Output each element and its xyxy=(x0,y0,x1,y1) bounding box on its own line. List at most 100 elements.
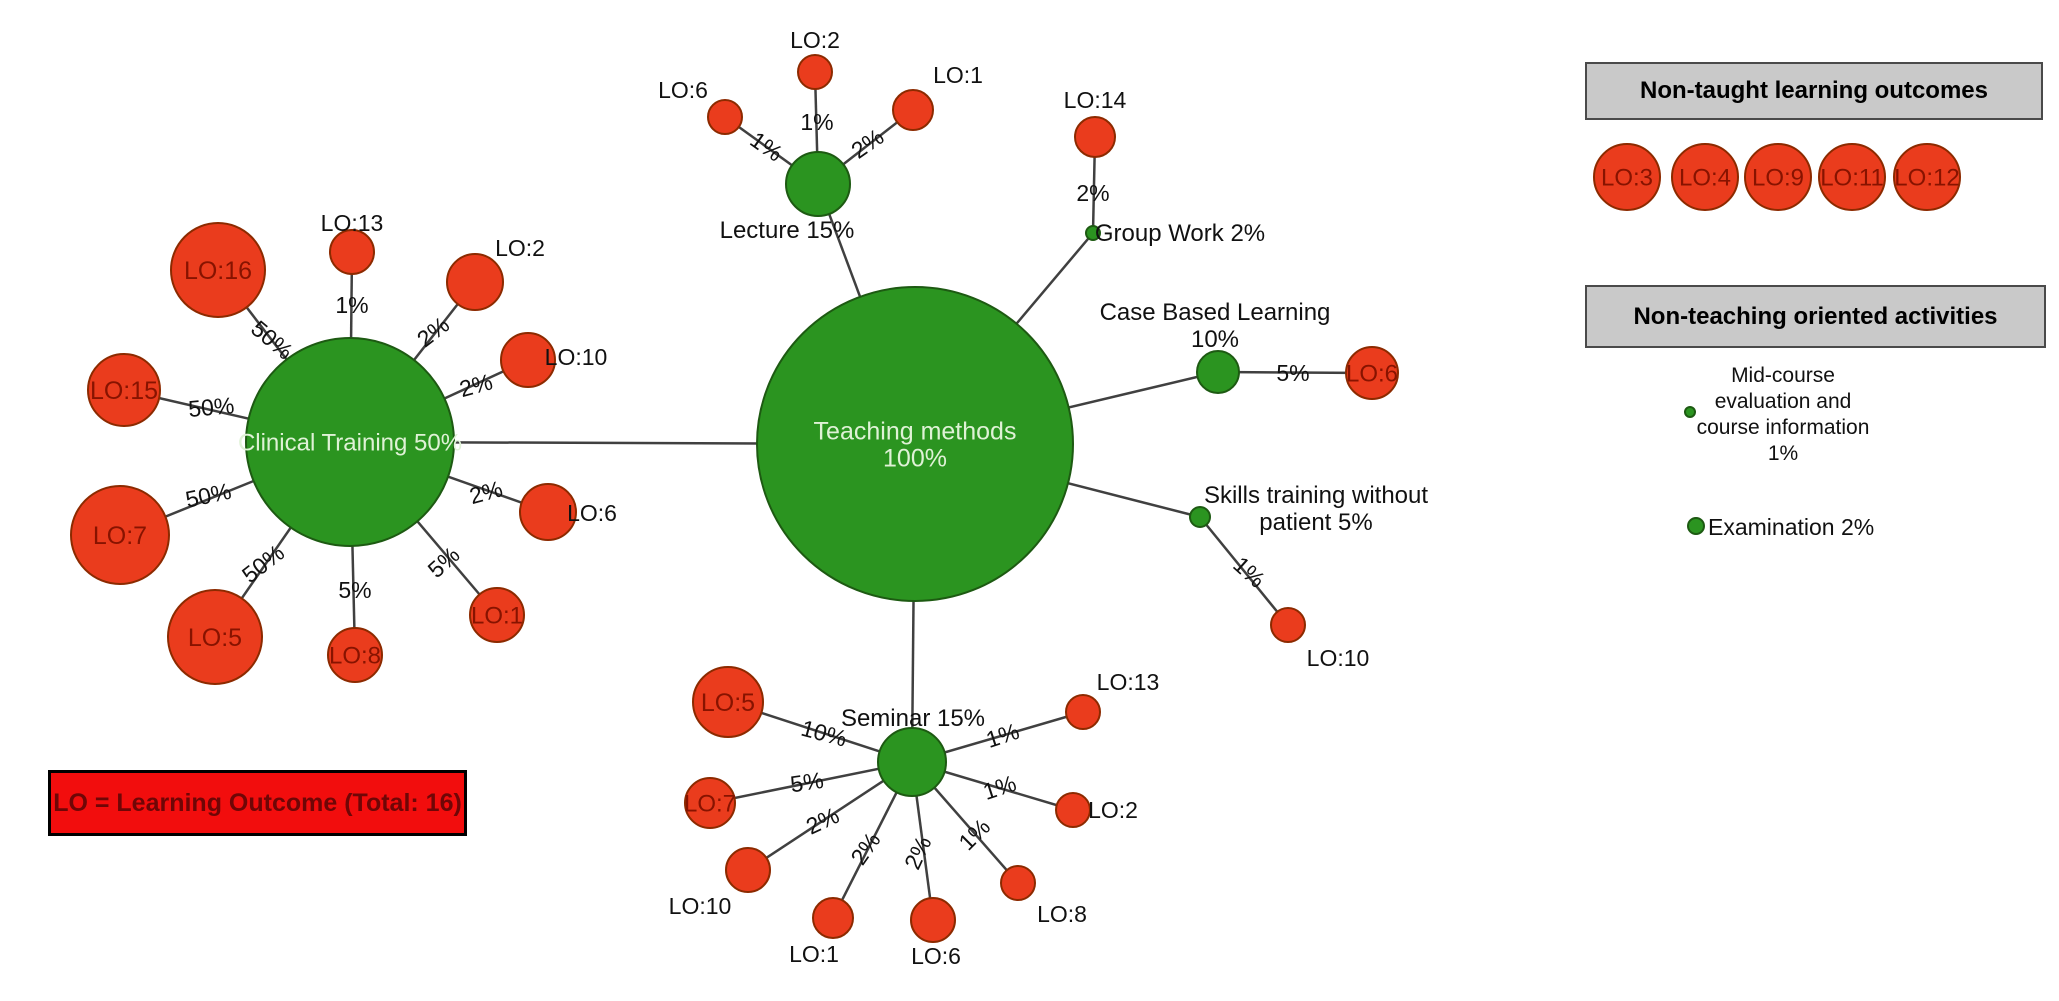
edge-label-seminar-se2: 1% xyxy=(980,770,1020,805)
node-label-l2: LO:2 xyxy=(790,27,840,53)
node-n11 xyxy=(1818,143,1886,211)
node-label-skills: Skills training without patient 5% xyxy=(1204,482,1428,536)
node-c8 xyxy=(327,627,383,683)
node-label-se13: LO:13 xyxy=(1097,669,1160,695)
node-teaching xyxy=(756,286,1074,602)
node-cbl xyxy=(1196,350,1240,394)
node-c10c xyxy=(500,332,556,388)
node-se13 xyxy=(1065,694,1101,730)
note-text: LO = Learning Outcome (Total: 16) xyxy=(53,788,462,817)
edge-label-clinical-c1: 5% xyxy=(423,541,465,583)
node-label-groupwork: Group Work 2% xyxy=(1095,220,1265,247)
node-l6 xyxy=(707,99,743,135)
node-seminar xyxy=(877,727,947,797)
node-label-c5: LO:5 xyxy=(188,624,242,652)
node-n4 xyxy=(1671,143,1739,211)
edge-label-clinical-c6c: 2% xyxy=(467,475,506,509)
node-label-n12: LO:12 xyxy=(1894,164,1959,191)
node-label-lecture: Lecture 15% xyxy=(720,217,855,244)
edge-label-seminar-se10: 2% xyxy=(802,802,843,840)
node-label-c8: LO:8 xyxy=(329,642,381,669)
node-lecture xyxy=(785,151,851,217)
node-c16 xyxy=(170,222,266,318)
node-g14 xyxy=(1074,116,1116,158)
node-l2 xyxy=(797,54,833,90)
node-se8 xyxy=(1000,865,1036,901)
node-se1 xyxy=(812,897,854,939)
activities-title: Non-teaching oriented activities xyxy=(1633,302,1998,330)
node-label-se1: LO:1 xyxy=(789,941,839,967)
edge-label-seminar-se6: 2% xyxy=(899,832,937,873)
edge-label-clinical-c5: 50% xyxy=(237,539,289,588)
node-label-n3: LO:3 xyxy=(1601,164,1653,191)
edge-label-groupwork-g14: 2% xyxy=(1076,180,1109,206)
edge-label-clinical-c8: 5% xyxy=(338,577,371,603)
node-se6 xyxy=(910,897,956,943)
node-label-s10: LO:10 xyxy=(1307,645,1370,671)
node-groupwork xyxy=(1085,225,1101,241)
node-mid_dot xyxy=(1684,406,1696,418)
node-c1 xyxy=(469,587,525,643)
node-label-se2: LO:2 xyxy=(1088,797,1138,823)
edge-label-lecture-l2: 1% xyxy=(800,109,833,135)
activities-header: Non-teaching oriented activities xyxy=(1585,285,2046,348)
node-label-se10: LO:10 xyxy=(669,893,732,919)
node-label-c2c: LO:2 xyxy=(495,235,545,261)
node-label-l6: LO:6 xyxy=(658,77,708,103)
node-label-c15: LO:15 xyxy=(90,377,158,405)
node-label-se5: LO:5 xyxy=(701,689,755,717)
node-label-se6: LO:6 xyxy=(911,943,961,969)
node-label-c10c: LO:10 xyxy=(545,344,608,370)
node-label-n9: LO:9 xyxy=(1752,164,1804,191)
node-s10 xyxy=(1270,607,1306,643)
edge-label-seminar-se7: 5% xyxy=(789,767,826,797)
node-label-c16: LO:16 xyxy=(184,257,252,285)
node-n9 xyxy=(1744,143,1812,211)
node-c5 xyxy=(167,589,263,685)
edge-label-clinical-c7: 50% xyxy=(183,478,233,513)
edge-label-clinical-c15: 50% xyxy=(187,392,235,422)
node-c2c xyxy=(446,253,504,311)
edge-skills-s10 xyxy=(1199,516,1289,626)
node-skills xyxy=(1189,506,1211,528)
edge-label-seminar-se13: 1% xyxy=(983,718,1023,753)
node-label-cb6: LO:6 xyxy=(1346,360,1398,387)
node-se7 xyxy=(684,777,736,829)
node-se10 xyxy=(725,847,771,893)
node-label-g14: LO:14 xyxy=(1064,87,1127,113)
edge-label-seminar-se1: 2% xyxy=(845,827,885,869)
node-l1 xyxy=(892,89,934,131)
edge-label-lecture-l6: 1% xyxy=(746,126,788,166)
node-c15 xyxy=(87,353,161,427)
node-cb6 xyxy=(1345,346,1399,400)
node-label-teaching: Teaching methods 100% xyxy=(814,417,1017,472)
edge-label-cbl-cb6: 5% xyxy=(1276,360,1309,386)
node-label-n11: LO:11 xyxy=(1820,164,1884,191)
note-box: LO = Learning Outcome (Total: 16) xyxy=(48,770,467,836)
non-taught-header: Non-taught learning outcomes xyxy=(1585,62,2043,120)
non-taught-title: Non-taught learning outcomes xyxy=(1640,77,1988,104)
node-label-seminar: Seminar 15% xyxy=(841,705,985,732)
midcourse-label: Mid-course evaluation and course informa… xyxy=(1696,364,1870,465)
node-clinical xyxy=(245,337,455,547)
node-se2 xyxy=(1055,792,1091,828)
node-label-c1: LO:1 xyxy=(471,602,523,629)
node-label-n4: LO:4 xyxy=(1679,164,1731,191)
edge-label-clinical-c10c: 2% xyxy=(457,368,496,402)
edge-label-clinical-c13: 1% xyxy=(335,292,368,318)
node-label-clinical: Clinical Training 50% xyxy=(238,429,462,456)
node-exam_dot xyxy=(1687,517,1705,535)
node-se5 xyxy=(692,666,764,738)
node-label-c6c: LO:6 xyxy=(567,500,617,526)
node-c13 xyxy=(329,229,375,275)
node-label-l1: LO:1 xyxy=(933,62,983,88)
node-label-cbl: Case Based Learning 10% xyxy=(1100,299,1331,353)
node-label-c7: LO:7 xyxy=(93,522,147,550)
examination-label: Examination 2% xyxy=(1708,514,1875,540)
node-label-c13: LO:13 xyxy=(321,210,384,236)
node-label-se7: LO:7 xyxy=(684,790,736,817)
node-c6c xyxy=(519,483,577,541)
node-n3 xyxy=(1593,143,1661,211)
